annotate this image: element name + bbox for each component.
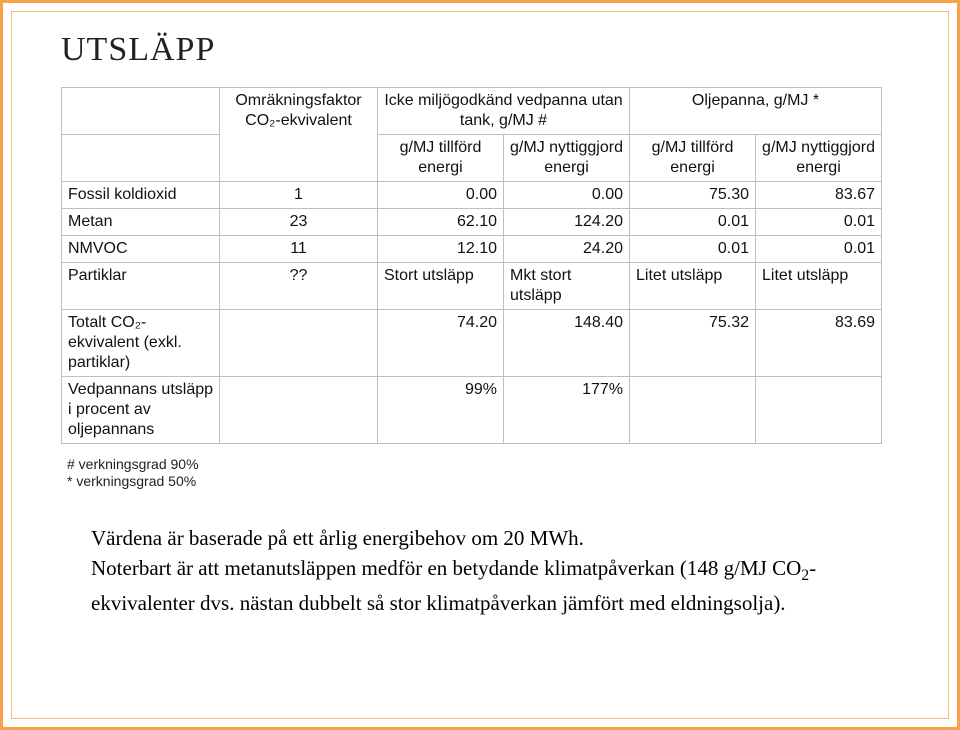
footnotes: # verkningsgrad 90% * verkningsgrad 50% bbox=[67, 456, 909, 489]
row-val-d: 0.01 bbox=[756, 236, 882, 263]
total-a: 74.20 bbox=[378, 310, 504, 377]
row-val-b: Mkt stort utsläpp bbox=[504, 263, 630, 310]
row-val-b: 24.20 bbox=[504, 236, 630, 263]
row-val-b: 0.00 bbox=[504, 182, 630, 209]
header-blank-2 bbox=[62, 135, 220, 182]
frame-rule-top bbox=[11, 11, 949, 12]
row-val-d: Litet utsläpp bbox=[756, 263, 882, 310]
table-row: Fossil koldioxid 1 0.00 0.00 75.30 83.67 bbox=[62, 182, 882, 209]
subhead-d: g/MJ nyttiggjord energi bbox=[756, 135, 882, 182]
row-val-c: 75.30 bbox=[630, 182, 756, 209]
table-row: Partiklar ?? Stort utsläpp Mkt stort uts… bbox=[62, 263, 882, 310]
row-val-a: Stort utsläpp bbox=[378, 263, 504, 310]
row-factor: 23 bbox=[220, 209, 378, 236]
frame-rule-bottom bbox=[11, 718, 949, 719]
caption: Värdena är baserade på ett årlig energib… bbox=[91, 523, 881, 619]
table-row-total: Totalt CO₂-ekvivalent (exkl. partiklar) … bbox=[62, 310, 882, 377]
row-val-d: 0.01 bbox=[756, 209, 882, 236]
row-val-a: 62.10 bbox=[378, 209, 504, 236]
caption-sub: 2 bbox=[801, 568, 809, 585]
caption-line-1: Värdena är baserade på ett årlig energib… bbox=[91, 526, 584, 550]
subhead-a: g/MJ tillförd energi bbox=[378, 135, 504, 182]
row-val-c: 0.01 bbox=[630, 209, 756, 236]
row-val-d: 83.67 bbox=[756, 182, 882, 209]
total-d: 83.69 bbox=[756, 310, 882, 377]
subhead-c: g/MJ tillförd energi bbox=[630, 135, 756, 182]
table-header-row-2: g/MJ tillförd energi g/MJ nyttiggjord en… bbox=[62, 135, 882, 182]
table-header-row-1: Omräkningsfaktor CO₂-ekvivalent Icke mil… bbox=[62, 88, 882, 135]
row-label: NMVOC bbox=[62, 236, 220, 263]
footnote-star: * verkningsgrad 50% bbox=[67, 473, 909, 489]
table-row: Metan 23 62.10 124.20 0.01 0.01 bbox=[62, 209, 882, 236]
header-oil: Oljepanna, g/MJ * bbox=[630, 88, 882, 135]
table-row: NMVOC 11 12.10 24.20 0.01 0.01 bbox=[62, 236, 882, 263]
row-val-c: 0.01 bbox=[630, 236, 756, 263]
row-val-c: Litet utsläpp bbox=[630, 263, 756, 310]
row-factor: 1 bbox=[220, 182, 378, 209]
percent-label: Vedpannans utsläpp i procent av oljepann… bbox=[62, 377, 220, 444]
subhead-b: g/MJ nyttiggjord energi bbox=[504, 135, 630, 182]
table-row-percent: Vedpannans utsläpp i procent av oljepann… bbox=[62, 377, 882, 444]
total-label: Totalt CO₂-ekvivalent (exkl. partiklar) bbox=[62, 310, 220, 377]
percent-d bbox=[756, 377, 882, 444]
total-factor bbox=[220, 310, 378, 377]
row-factor: ?? bbox=[220, 263, 378, 310]
header-blank bbox=[62, 88, 220, 135]
percent-a: 99% bbox=[378, 377, 504, 444]
percent-factor bbox=[220, 377, 378, 444]
row-factor: 11 bbox=[220, 236, 378, 263]
row-label: Partiklar bbox=[62, 263, 220, 310]
footnote-hash: # verkningsgrad 90% bbox=[67, 456, 909, 472]
total-b: 148.40 bbox=[504, 310, 630, 377]
frame-rule-right bbox=[948, 11, 949, 719]
row-label: Metan bbox=[62, 209, 220, 236]
row-label: Fossil koldioxid bbox=[62, 182, 220, 209]
caption-line-2a: Noterbart är att metanutsläppen medför e… bbox=[91, 556, 801, 580]
emissions-table: Omräkningsfaktor CO₂-ekvivalent Icke mil… bbox=[61, 87, 882, 444]
slide-page: UTSLÄPP Omräkningsfaktor CO₂-ekvivalent … bbox=[0, 0, 960, 730]
percent-b: 177% bbox=[504, 377, 630, 444]
page-title: UTSLÄPP bbox=[61, 31, 909, 69]
percent-c bbox=[630, 377, 756, 444]
row-val-a: 0.00 bbox=[378, 182, 504, 209]
header-wood: Icke miljögodkänd vedpanna utan tank, g/… bbox=[378, 88, 630, 135]
total-c: 75.32 bbox=[630, 310, 756, 377]
row-val-a: 12.10 bbox=[378, 236, 504, 263]
header-factor: Omräkningsfaktor CO₂-ekvivalent bbox=[220, 88, 378, 182]
row-val-b: 124.20 bbox=[504, 209, 630, 236]
frame-rule-left bbox=[11, 11, 12, 719]
